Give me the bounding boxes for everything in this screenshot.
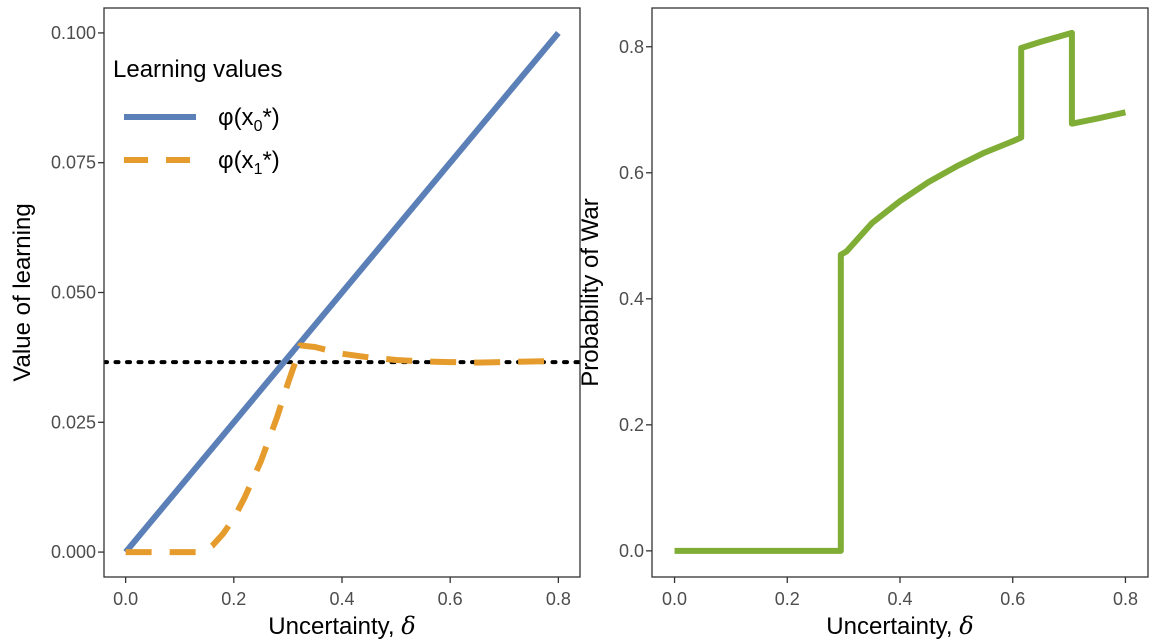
y-tick-label: 0.2 bbox=[619, 415, 644, 435]
series-line-0 bbox=[123, 30, 561, 555]
y-tick-label: 0.075 bbox=[51, 153, 96, 173]
probability-of-war-chart: 0.0 0.2 0.4 0.6 0.8 0.0 0.2 0.4 0.6 0.8 Uncertaint… bbox=[577, 7, 1149, 640]
x-tick-label: 0.4 bbox=[887, 589, 912, 609]
y-tick-label: 0.4 bbox=[619, 289, 644, 309]
y-axis-title: Probability of War bbox=[577, 198, 604, 387]
value-of-learning-chart: 0.0 0.2 0.4 0.6 0.8 0.000 0.025 0.050 0.075 0.100… bbox=[9, 7, 581, 640]
legend-label-tail: *) bbox=[262, 104, 279, 131]
x-axis-title-symbol: δ bbox=[401, 612, 415, 640]
legend-label-sub: 1 bbox=[254, 161, 263, 178]
legend-label-tail: *) bbox=[262, 147, 279, 174]
x-tick-label: 0.0 bbox=[113, 589, 138, 609]
series-line-0 bbox=[674, 29, 1127, 554]
y-tick-label: 0.100 bbox=[51, 23, 96, 43]
y-tick-label: 0.050 bbox=[51, 283, 96, 303]
x-tick-label: 0.6 bbox=[438, 589, 463, 609]
x-tick-label: 0.4 bbox=[329, 589, 354, 609]
x-tick-label: 0.0 bbox=[662, 589, 687, 609]
x-tick-label: 0.8 bbox=[1113, 589, 1138, 609]
legend-label-main: φ(x bbox=[218, 104, 254, 131]
legend-label-sub: 0 bbox=[254, 118, 263, 135]
legend-label-0: φ(x0*) bbox=[218, 104, 280, 135]
y-tick-label: 0.0 bbox=[619, 541, 644, 561]
y-tick-label: 0.8 bbox=[619, 37, 644, 57]
y-tick-label: 0.000 bbox=[51, 542, 96, 562]
x-axis-title: Uncertainty, δ bbox=[826, 612, 973, 640]
x-tick-label: 0.2 bbox=[775, 589, 800, 609]
x-axis-title-symbol: δ bbox=[959, 612, 973, 640]
x-axis-title-text: Uncertainty, bbox=[826, 613, 959, 640]
y-tick-label: 0.025 bbox=[51, 412, 96, 432]
x-tick-label: 0.8 bbox=[546, 589, 571, 609]
legend-label-main: φ(x bbox=[218, 147, 254, 174]
x-tick-label: 0.6 bbox=[1000, 589, 1025, 609]
y-axis-title: Value of learning bbox=[9, 203, 36, 381]
x-axis-title: Uncertainty, δ bbox=[268, 612, 415, 640]
x-tick-label: 0.2 bbox=[221, 589, 246, 609]
y-tick-label: 0.6 bbox=[619, 163, 644, 183]
legend-label-1: φ(x1*) bbox=[218, 147, 280, 178]
legend-title: Learning values bbox=[113, 56, 282, 83]
series-line-1 bbox=[125, 342, 559, 556]
x-axis-title-text: Uncertainty, bbox=[268, 613, 401, 640]
